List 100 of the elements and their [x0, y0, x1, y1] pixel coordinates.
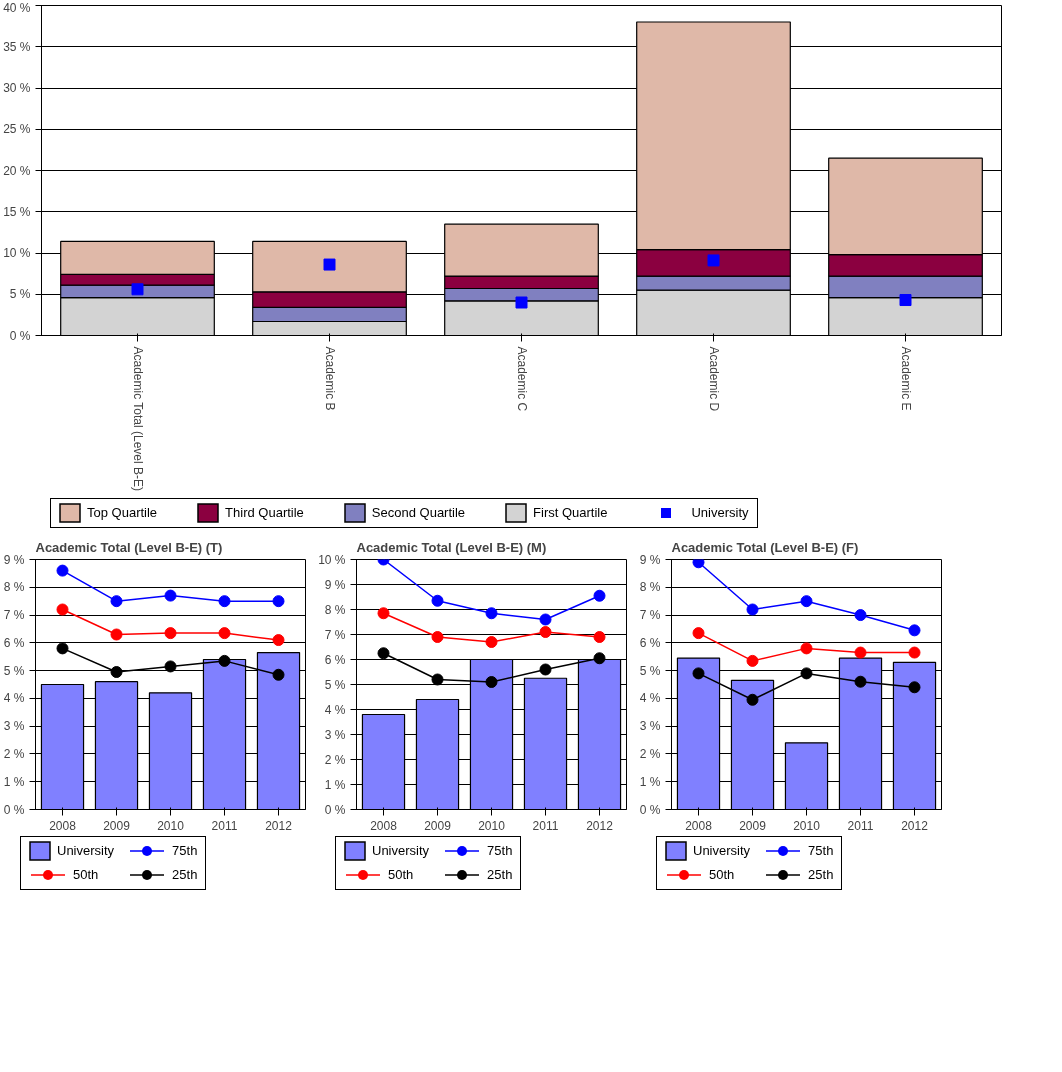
point: [164, 589, 177, 602]
y-tick-label: 0 %: [9, 328, 31, 343]
y-tick-label: 5 %: [324, 677, 346, 692]
x-tick-label: Academic D: [706, 346, 721, 412]
y-tick-label: 0 %: [3, 802, 25, 817]
legend-label: 50th: [709, 865, 735, 884]
point: [854, 646, 867, 659]
point: [800, 667, 813, 680]
legend-label: University: [693, 841, 751, 860]
x-tick-label: 2012: [901, 818, 929, 833]
point: [908, 624, 921, 637]
y-tick-label: 1 %: [324, 777, 346, 792]
point: [800, 595, 813, 608]
x-tick-label: 2012: [586, 818, 614, 833]
legend-label: 75th: [808, 841, 834, 860]
y-tick-label: 2 %: [324, 752, 346, 767]
x-tick-label: Academic E: [898, 346, 913, 411]
point: [485, 636, 498, 649]
point: [110, 628, 123, 641]
point: [218, 655, 231, 668]
y-tick-label: 2 %: [3, 747, 25, 762]
point: [692, 627, 705, 640]
chart-title: Academic Total (Level B-E) (M): [356, 539, 547, 555]
point: [746, 603, 759, 616]
x-tick-label: 2009: [739, 818, 767, 833]
y-tick-label: 0 %: [324, 802, 346, 817]
y-tick-label: 40 %: [3, 0, 31, 15]
point: [593, 631, 606, 644]
x-tick-label: 2010: [157, 818, 185, 833]
x-tick-label: Academic C: [514, 346, 529, 412]
legend-label: University: [57, 841, 115, 860]
y-tick-label: 5 %: [639, 663, 661, 678]
x-tick-label: Academic Total (Level B-E): [130, 346, 145, 492]
y-tick-label: 0 %: [639, 802, 661, 817]
legend-label: 50th: [388, 865, 414, 884]
y-tick-label: 2 %: [639, 747, 661, 762]
y-tick-label: 30 %: [3, 81, 31, 95]
chart-title: Academic Total (Level B-E) (F): [671, 539, 859, 555]
legend-label: 25th: [487, 865, 513, 884]
y-tick-label: 4 %: [324, 702, 346, 717]
x-tick-label: 2012: [265, 818, 293, 833]
point: [539, 626, 552, 639]
y-tick-label: 10 %: [3, 246, 31, 260]
point: [131, 283, 144, 296]
point: [908, 646, 921, 659]
y-tick-label: 7 %: [324, 627, 346, 642]
point: [692, 667, 705, 680]
point: [746, 693, 759, 706]
point: [746, 655, 759, 668]
y-tick-label: 9 %: [639, 552, 661, 567]
x-tick-label: 2011: [211, 818, 238, 833]
point: [854, 675, 867, 688]
point: [110, 666, 123, 679]
point: [515, 296, 528, 309]
point: [56, 603, 69, 616]
point: [707, 254, 720, 267]
x-tick-label: 2008: [685, 818, 713, 833]
legend-label: 50th: [73, 865, 99, 884]
point: [899, 294, 912, 307]
y-tick-label: 1 %: [639, 774, 661, 789]
point: [539, 613, 552, 626]
y-tick-label: 8 %: [3, 580, 25, 595]
x-tick-label: 2009: [103, 818, 131, 833]
y-tick-label: 5 %: [9, 287, 31, 302]
legend-label: 25th: [808, 865, 834, 884]
point: [593, 589, 606, 602]
point: [164, 627, 177, 640]
point: [377, 647, 390, 660]
y-tick-label: 35 %: [3, 39, 31, 54]
y-tick-label: 6 %: [324, 652, 346, 667]
point: [56, 564, 69, 577]
point: [485, 607, 498, 620]
point: [377, 607, 390, 620]
y-tick-label: 8 %: [639, 580, 661, 595]
point: [218, 595, 231, 608]
x-tick-label: 2008: [49, 818, 77, 833]
y-tick-label: 3 %: [639, 719, 661, 734]
x-tick-label: 2011: [847, 818, 874, 833]
y-tick-label: 25 %: [3, 122, 31, 137]
point: [272, 668, 285, 681]
point: [854, 609, 867, 622]
y-tick-label: 4 %: [3, 691, 25, 706]
y-tick-label: 9 %: [3, 552, 25, 567]
y-tick-label: 1 %: [3, 774, 25, 789]
point: [218, 627, 231, 640]
legend-label: Second Quartile: [371, 503, 466, 522]
chart-title: Academic Total (Level B-E) (T): [35, 539, 223, 555]
point: [539, 663, 552, 676]
legend-label: Top Quartile: [87, 503, 158, 522]
point: [323, 258, 336, 271]
legend-label: 75th: [487, 841, 513, 860]
point: [692, 559, 705, 569]
y-tick-label: 6 %: [639, 635, 661, 650]
x-tick-label: 2009: [424, 818, 452, 833]
point: [431, 673, 444, 686]
y-tick-label: 20 %: [3, 163, 31, 178]
point: [485, 676, 498, 689]
x-tick-label: 2011: [532, 818, 559, 833]
y-tick-label: 7 %: [639, 608, 661, 623]
legend-label: 75th: [172, 841, 198, 860]
